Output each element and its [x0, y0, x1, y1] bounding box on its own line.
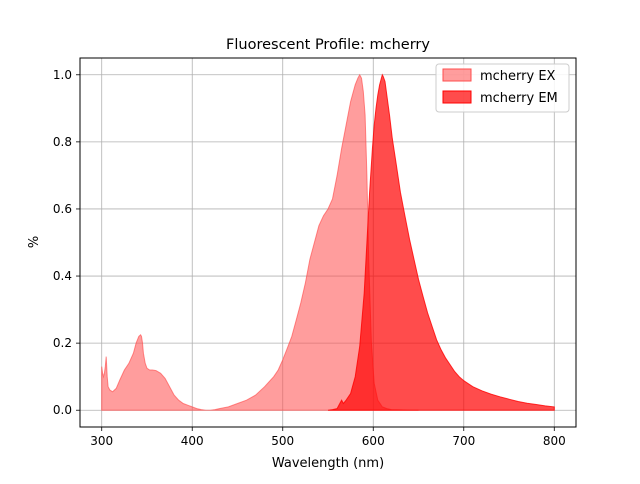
y-tick-label: 0.6	[53, 202, 72, 216]
y-tick-label: 0.0	[53, 403, 72, 417]
legend-label-mcherry-em: mcherry EM	[480, 91, 558, 106]
y-tick-label: 0.2	[53, 336, 72, 350]
x-tick-label: 400	[181, 434, 204, 448]
series-layer	[101, 73, 555, 411]
x-tick-label: 800	[543, 434, 566, 448]
y-tick-label: 0.8	[53, 135, 72, 149]
chart-title: Fluorescent Profile: mcherry	[226, 37, 430, 53]
legend-swatch-mcherry-em	[442, 90, 472, 104]
y-axis-label: %	[27, 236, 42, 248]
x-axis-label: Wavelength (nm)	[272, 456, 384, 471]
legend-swatch-mcherry-ex	[442, 68, 472, 82]
y-tick-label: 1.0	[53, 68, 72, 82]
tick-layer: 300 400 500 600 700 800 0.0 0.2 0.4 0.6 0.8 1.0	[53, 68, 566, 448]
y-tick-label: 0.4	[53, 269, 72, 283]
x-tick-label: 500	[271, 434, 294, 448]
plot-frame	[79, 57, 577, 428]
area-series-mcherry-em	[327, 73, 555, 411]
x-tick-label: 700	[452, 434, 475, 448]
area-series-mcherry-ex	[101, 73, 419, 411]
legend-label-mcherry-ex: mcherry EX	[480, 69, 556, 84]
x-tick-label: 300	[90, 434, 113, 448]
x-tick-label: 600	[362, 434, 385, 448]
legend: mcherry EX mcherry EM	[435, 63, 570, 113]
